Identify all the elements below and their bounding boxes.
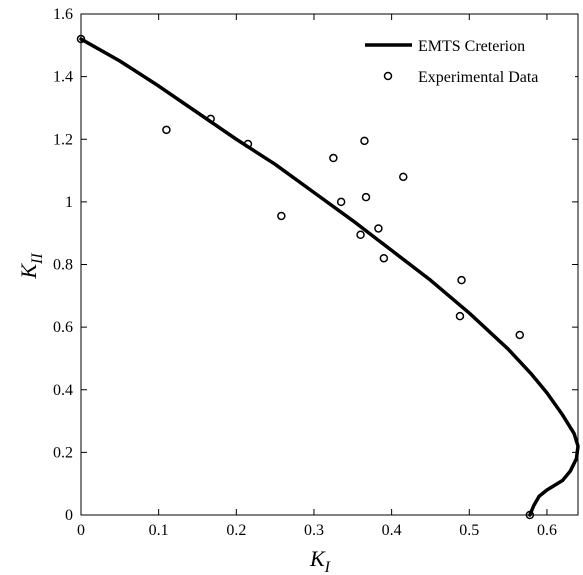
- y-tick-label-1: 0.2: [53, 444, 73, 461]
- x-axis-label-main: K: [309, 546, 326, 571]
- experimental-data-point-11: [379, 253, 389, 263]
- experimental-data-point-1: [162, 125, 171, 135]
- experimental-data-point-8: [360, 136, 369, 146]
- curve-layer: [79, 37, 580, 517]
- x-tick-label-4: 0.4: [382, 522, 402, 539]
- y-axis-label-main: K: [16, 263, 41, 280]
- experimental-data-point-15: [515, 330, 525, 340]
- experimental-data-point-4: [277, 211, 286, 221]
- legend-entry-marker: Experimental Data: [418, 69, 538, 86]
- y-tick-label-8: 1.6: [53, 6, 73, 23]
- plot-background: [81, 14, 578, 515]
- experimental-data-point-14: [457, 275, 466, 285]
- experimental-data-point-7: [356, 230, 365, 239]
- experimental-data-point-2: [206, 114, 215, 124]
- y-tick-label-4: 0.8: [53, 257, 73, 274]
- x-tick-label-3: 0.3: [304, 522, 324, 539]
- experimental-data-point-6: [336, 197, 346, 207]
- experimental-data-point-13: [455, 311, 465, 321]
- x-axis-label-sub: I: [324, 559, 331, 575]
- x-tick-label-2: 0.2: [226, 522, 246, 539]
- y-axis-label-sub: II: [29, 253, 46, 265]
- x-tick-label-0: 0: [77, 522, 85, 539]
- y-axis-label: KII: [16, 253, 46, 280]
- experimental-data-point-9: [361, 192, 371, 202]
- ticks-layer: 0 0.1 0.2 0.3 0.4 0.5 0.6 0 0.2 0.4 0.6 0.8 1 1.2 1.4 1…: [53, 6, 578, 539]
- y-tick-label-3: 0.6: [53, 319, 73, 336]
- emts-criterion-curve: [79, 37, 580, 517]
- experimental-data-point-5: [329, 153, 338, 163]
- x-tick-label-5: 0.5: [459, 522, 479, 539]
- experimental-data-point-12: [399, 172, 408, 182]
- experimental-data-point-3: [243, 139, 253, 149]
- y-tick-label-7: 1.4: [53, 69, 73, 86]
- y-tick-label-2: 0.4: [53, 382, 73, 399]
- experimental-data-point-10: [374, 224, 383, 233]
- x-axis-label: KI: [309, 546, 331, 575]
- y-tick-label-5: 1: [65, 194, 73, 211]
- y-tick-label-6: 1.2: [53, 131, 73, 148]
- x-tick-label-6: 0.6: [537, 522, 557, 539]
- legend-box: [355, 30, 575, 92]
- x-tick-label-1: 0.1: [149, 522, 169, 539]
- legend-marker-swatch: [383, 71, 393, 81]
- y-tick-label-0: 0: [65, 507, 73, 524]
- legend-entry-line: EMTS Creterion: [418, 38, 525, 55]
- legend: EMTS Creterion Experimental Data: [355, 30, 575, 92]
